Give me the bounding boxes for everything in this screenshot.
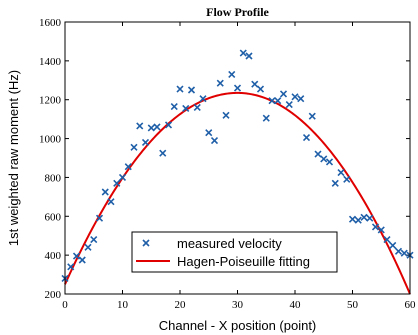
data-point <box>320 155 328 163</box>
data-point <box>337 169 345 177</box>
data-point <box>325 158 334 166</box>
data-point <box>187 86 196 94</box>
data-point <box>314 150 322 158</box>
y-tick-label: 1400 <box>39 56 62 68</box>
x-tick-label: 0 <box>62 299 68 311</box>
x-tick-label: 60 <box>405 299 417 311</box>
plot-frame <box>64 21 411 295</box>
data-point <box>371 223 380 231</box>
data-point <box>383 236 391 244</box>
data-point <box>400 249 408 257</box>
data-point <box>302 134 311 142</box>
y-tick-label: 1000 <box>39 134 62 146</box>
data-point <box>343 175 351 183</box>
data-point <box>279 90 288 98</box>
data-point <box>141 138 150 147</box>
data-point <box>245 52 253 60</box>
data-point <box>394 247 403 255</box>
chart-title: Flow Profile <box>206 5 269 19</box>
y-tick-label: 600 <box>45 211 62 223</box>
data-point <box>210 136 219 145</box>
data-point <box>72 252 81 260</box>
data-point <box>291 93 299 101</box>
data-point <box>228 70 236 79</box>
data-point <box>262 114 270 122</box>
data-point <box>67 263 75 271</box>
data-point <box>274 97 282 105</box>
y-tick-label: 400 <box>45 250 62 262</box>
data-point <box>354 216 362 224</box>
y-tick-label: 1600 <box>39 17 62 29</box>
y-tick-label: 1200 <box>39 95 62 107</box>
x-tick-label: 30 <box>232 299 244 311</box>
x-tick-label: 10 <box>117 299 129 311</box>
legend-label-fit: Hagen-Poiseuille fitting <box>177 254 310 269</box>
data-point <box>360 213 368 221</box>
data-point <box>159 149 167 157</box>
data-point <box>256 85 265 93</box>
data-point <box>233 84 242 92</box>
data-point <box>193 103 201 112</box>
data-point <box>176 85 184 93</box>
data-point <box>389 241 397 249</box>
data-point <box>331 179 339 187</box>
data-point <box>170 102 178 111</box>
data-point <box>147 124 155 132</box>
data-point <box>107 198 115 206</box>
data-point <box>199 95 207 103</box>
data-point <box>136 122 144 130</box>
data-point <box>95 214 104 222</box>
data-point <box>78 256 86 264</box>
legend-label-measured: measured velocity <box>177 236 282 251</box>
data-point <box>239 49 247 57</box>
data-point <box>164 121 173 129</box>
data-point <box>153 123 161 131</box>
y-axis-label: 1st weighted raw moment (Hz) <box>6 70 21 246</box>
data-point <box>118 173 127 181</box>
data-point <box>90 236 98 244</box>
data-point <box>251 80 259 88</box>
data-point <box>130 143 138 151</box>
data-point <box>268 97 276 105</box>
data-point <box>124 163 132 171</box>
data-point <box>348 215 357 223</box>
data-point <box>285 101 293 109</box>
data-point <box>377 226 385 234</box>
x-tick-label: 40 <box>290 299 302 311</box>
legend-box <box>131 231 338 273</box>
data-point <box>182 104 190 113</box>
legend-marker-measured <box>142 239 150 247</box>
data-point <box>297 95 305 103</box>
data-point <box>205 129 213 137</box>
x-tick-label: 50 <box>347 299 359 311</box>
data-point <box>101 188 109 196</box>
data-point <box>84 243 92 251</box>
data-point <box>308 112 316 120</box>
x-axis-label: Channel - X position (point) <box>159 318 317 333</box>
y-tick-label: 800 <box>45 172 62 184</box>
data-point <box>222 111 230 119</box>
data-point <box>113 179 121 187</box>
x-tick-label: 20 <box>175 299 187 311</box>
data-point <box>216 79 224 87</box>
y-tick-label: 200 <box>45 289 62 301</box>
data-point <box>366 214 374 222</box>
legend: measured velocity Hagen-Poiseuille fittin… <box>131 231 338 273</box>
